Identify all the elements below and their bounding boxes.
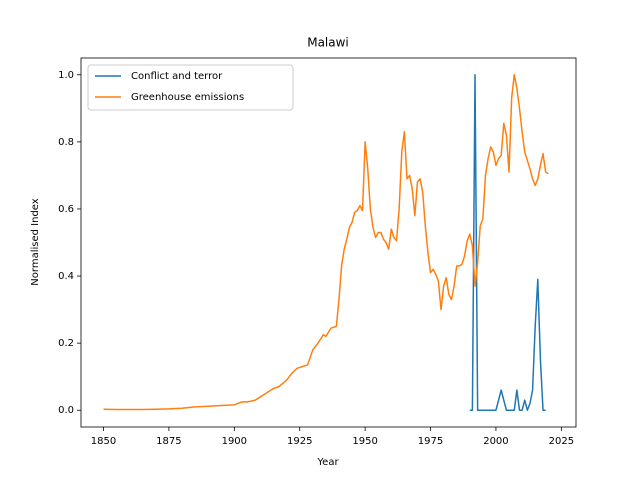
legend-label: Greenhouse emissions xyxy=(131,92,244,103)
plot-frame xyxy=(80,57,577,428)
y-tick-label: 0.2 xyxy=(58,338,74,349)
x-tick-label: 1900 xyxy=(222,436,247,447)
y-tick-label: 1.0 xyxy=(58,70,74,81)
data-line xyxy=(103,74,549,411)
x-tick-label: 1950 xyxy=(352,436,377,447)
x-axis-label: Year xyxy=(316,457,339,468)
y-tick-label: 0.4 xyxy=(58,271,74,282)
y-tick-label: 0.0 xyxy=(58,405,74,416)
y-tick-label: 0.8 xyxy=(58,137,74,148)
y-tick-label: 0.6 xyxy=(58,204,74,215)
x-tick-label: 2025 xyxy=(549,436,574,447)
y-axis-label: Normalised Index xyxy=(30,198,41,285)
legend-label: Conflict and terror xyxy=(131,71,223,82)
legend-box xyxy=(87,64,294,111)
chart-title: Malawi xyxy=(307,36,349,50)
x-tick-label: 2000 xyxy=(483,436,508,447)
data-line xyxy=(469,74,546,411)
x-tick-label: 1875 xyxy=(156,436,181,447)
x-tick-label: 1850 xyxy=(91,436,116,447)
x-tick-label: 1925 xyxy=(287,436,312,447)
x-tick-label: 1975 xyxy=(418,436,443,447)
